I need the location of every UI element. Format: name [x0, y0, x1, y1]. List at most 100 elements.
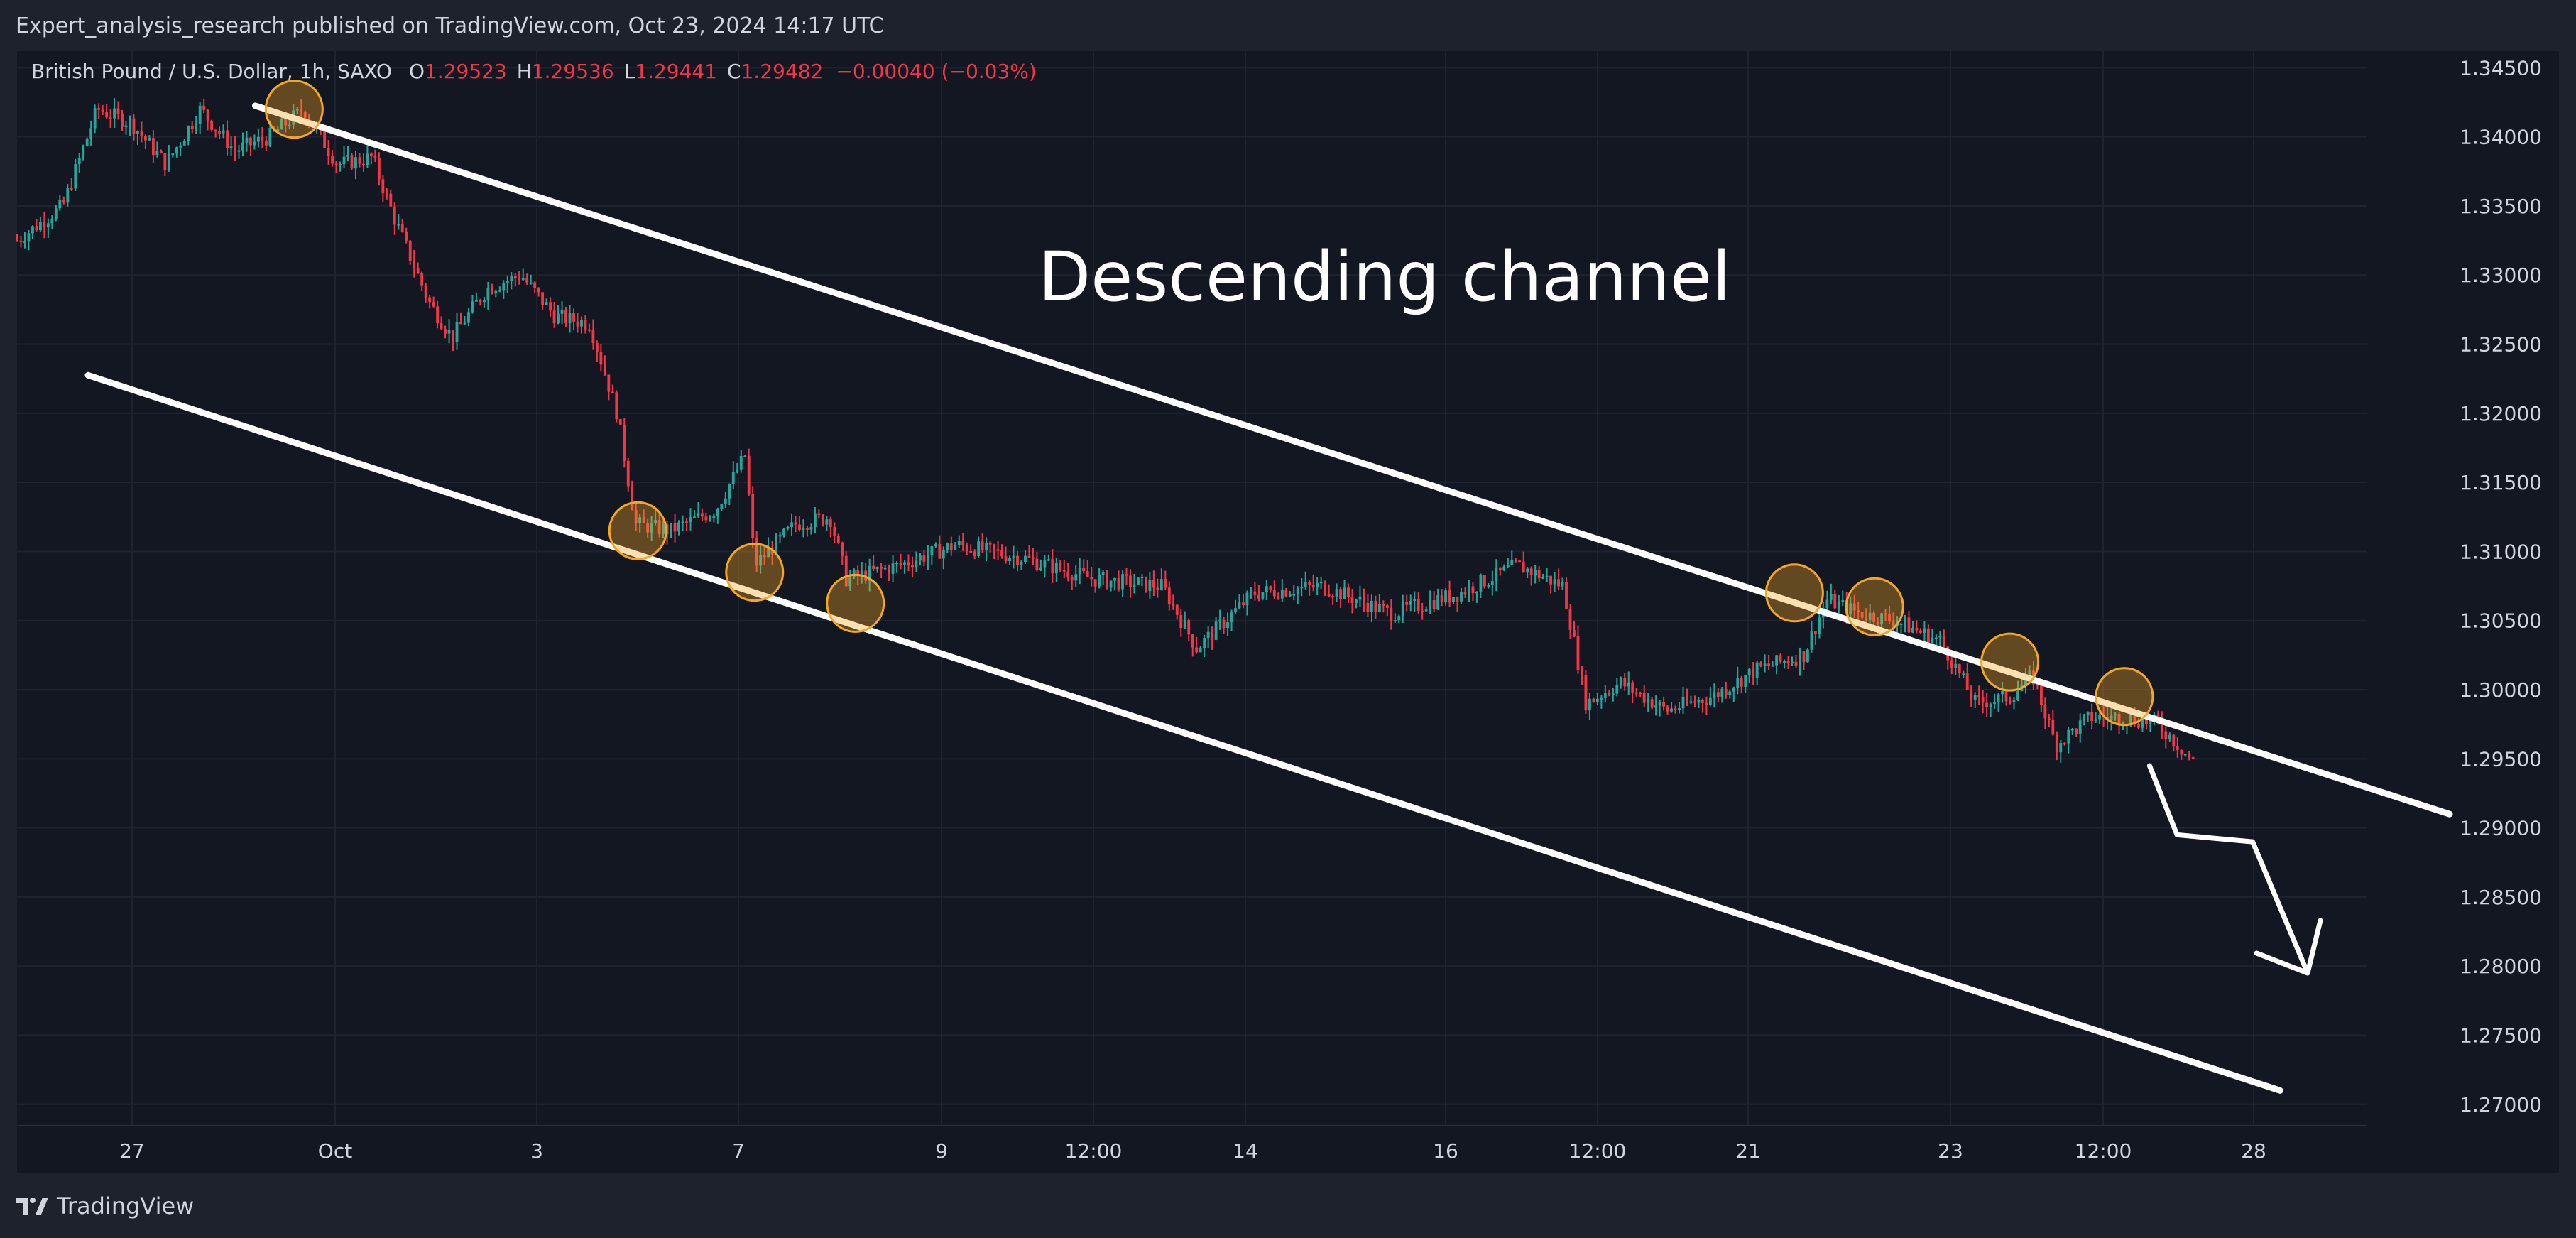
candle-body [226, 130, 229, 148]
candle-body [930, 546, 934, 555]
candle-body [1253, 591, 1257, 595]
candle-body [1713, 692, 1716, 698]
time-tick-label: 16 [1433, 1139, 1458, 1163]
candle-body [1786, 661, 1790, 664]
candle-body [1490, 581, 1494, 585]
time-axis[interactable] [17, 1125, 2367, 1174]
channel-lines [84, 102, 2453, 1094]
candle-body [436, 306, 440, 324]
candle-body [599, 352, 603, 365]
price-tick-label: 1.28500 [2460, 886, 2542, 909]
price-tick-label: 1.27500 [2460, 1024, 2542, 1048]
candle-body [1561, 582, 1564, 587]
candle-body [1062, 570, 1066, 572]
candle-body [775, 536, 777, 555]
candle-body [1203, 638, 1206, 648]
candle-body [155, 151, 159, 156]
candle-body [1288, 594, 1292, 597]
candle-body [2028, 670, 2031, 675]
candle-body [241, 142, 244, 151]
price-tick-label: 1.34000 [2460, 126, 2542, 149]
candle-body [1674, 708, 1677, 710]
candle-body [697, 513, 700, 517]
candle-body [38, 222, 42, 231]
candle-body [202, 105, 206, 110]
candle-body [1043, 560, 1047, 568]
candle-body [1090, 577, 1093, 580]
candle-body [1526, 568, 1529, 573]
candle-body [1129, 575, 1132, 587]
candle-body [97, 108, 101, 110]
candle-body [856, 570, 860, 576]
price-axis[interactable] [2367, 51, 2559, 1125]
candle-body [167, 154, 170, 170]
candle-body [1541, 577, 1545, 579]
candle-body [1004, 556, 1008, 562]
candle-body [1113, 577, 1116, 581]
candle-body [790, 522, 793, 527]
candle-body [1066, 571, 1070, 577]
candle-body [510, 276, 513, 281]
candle-body [385, 193, 388, 195]
candle-body [875, 566, 879, 570]
candle-body [1568, 609, 1572, 631]
candle-body [1868, 612, 1872, 621]
chart-pane[interactable] [17, 51, 2367, 1125]
candle-body [1573, 630, 1576, 636]
candle-body [506, 281, 509, 284]
candle-body [903, 562, 906, 565]
candle-body [1619, 678, 1622, 685]
candle-body [634, 510, 638, 523]
candle-body [981, 541, 984, 550]
candle-body [1164, 579, 1167, 588]
time-tick-label: 3 [530, 1139, 543, 1163]
candle-body [405, 232, 408, 241]
touch-markers [264, 80, 2154, 727]
candle-body [2183, 754, 2187, 756]
tradingview-logo[interactable]: TradingView [16, 1193, 194, 1220]
candle-body [1250, 591, 1252, 593]
candle-body [54, 208, 58, 219]
candle-body [588, 329, 591, 331]
candle-body [2016, 691, 2019, 700]
candle-body [124, 125, 128, 127]
candle-body [331, 156, 334, 164]
candle-body [844, 555, 848, 587]
candle-body [1417, 599, 1420, 611]
candle-body [1125, 574, 1128, 576]
candle-body [1257, 594, 1260, 599]
candle-body [1390, 607, 1393, 622]
candle-body [1409, 600, 1412, 605]
candle-body [1876, 621, 1879, 625]
candle-body [728, 484, 731, 499]
candle-body [452, 330, 454, 342]
candle-body [557, 313, 560, 324]
candle-body [163, 153, 167, 170]
candle-body [198, 105, 202, 124]
candle-body [1179, 614, 1183, 629]
candle-body [498, 290, 501, 292]
candle-body [494, 291, 498, 294]
candle-body [1296, 588, 1299, 594]
candle-body [256, 136, 260, 142]
candle-body [447, 330, 451, 334]
symbol-legend[interactable]: British Pound / U.S. Dollar, 1h, SAXO O … [31, 60, 1037, 83]
candle-body [872, 565, 875, 570]
candle-body [1413, 599, 1417, 602]
candle-body [1199, 648, 1202, 653]
candle-body [16, 240, 18, 242]
candle-body [2078, 720, 2082, 734]
candles [16, 98, 2195, 763]
candle-body [2164, 731, 2168, 739]
projection-arrowhead [2254, 918, 2323, 976]
candle-body [623, 424, 626, 461]
candle-body [1117, 577, 1120, 590]
candle-body [129, 118, 131, 126]
time-tick-label: 7 [732, 1139, 745, 1163]
candle-body [327, 148, 330, 156]
candle-body [1355, 599, 1358, 604]
candle-body [1393, 620, 1397, 622]
candle-body [1884, 613, 1887, 615]
candle-body [549, 302, 552, 311]
candle-body [1183, 620, 1186, 629]
